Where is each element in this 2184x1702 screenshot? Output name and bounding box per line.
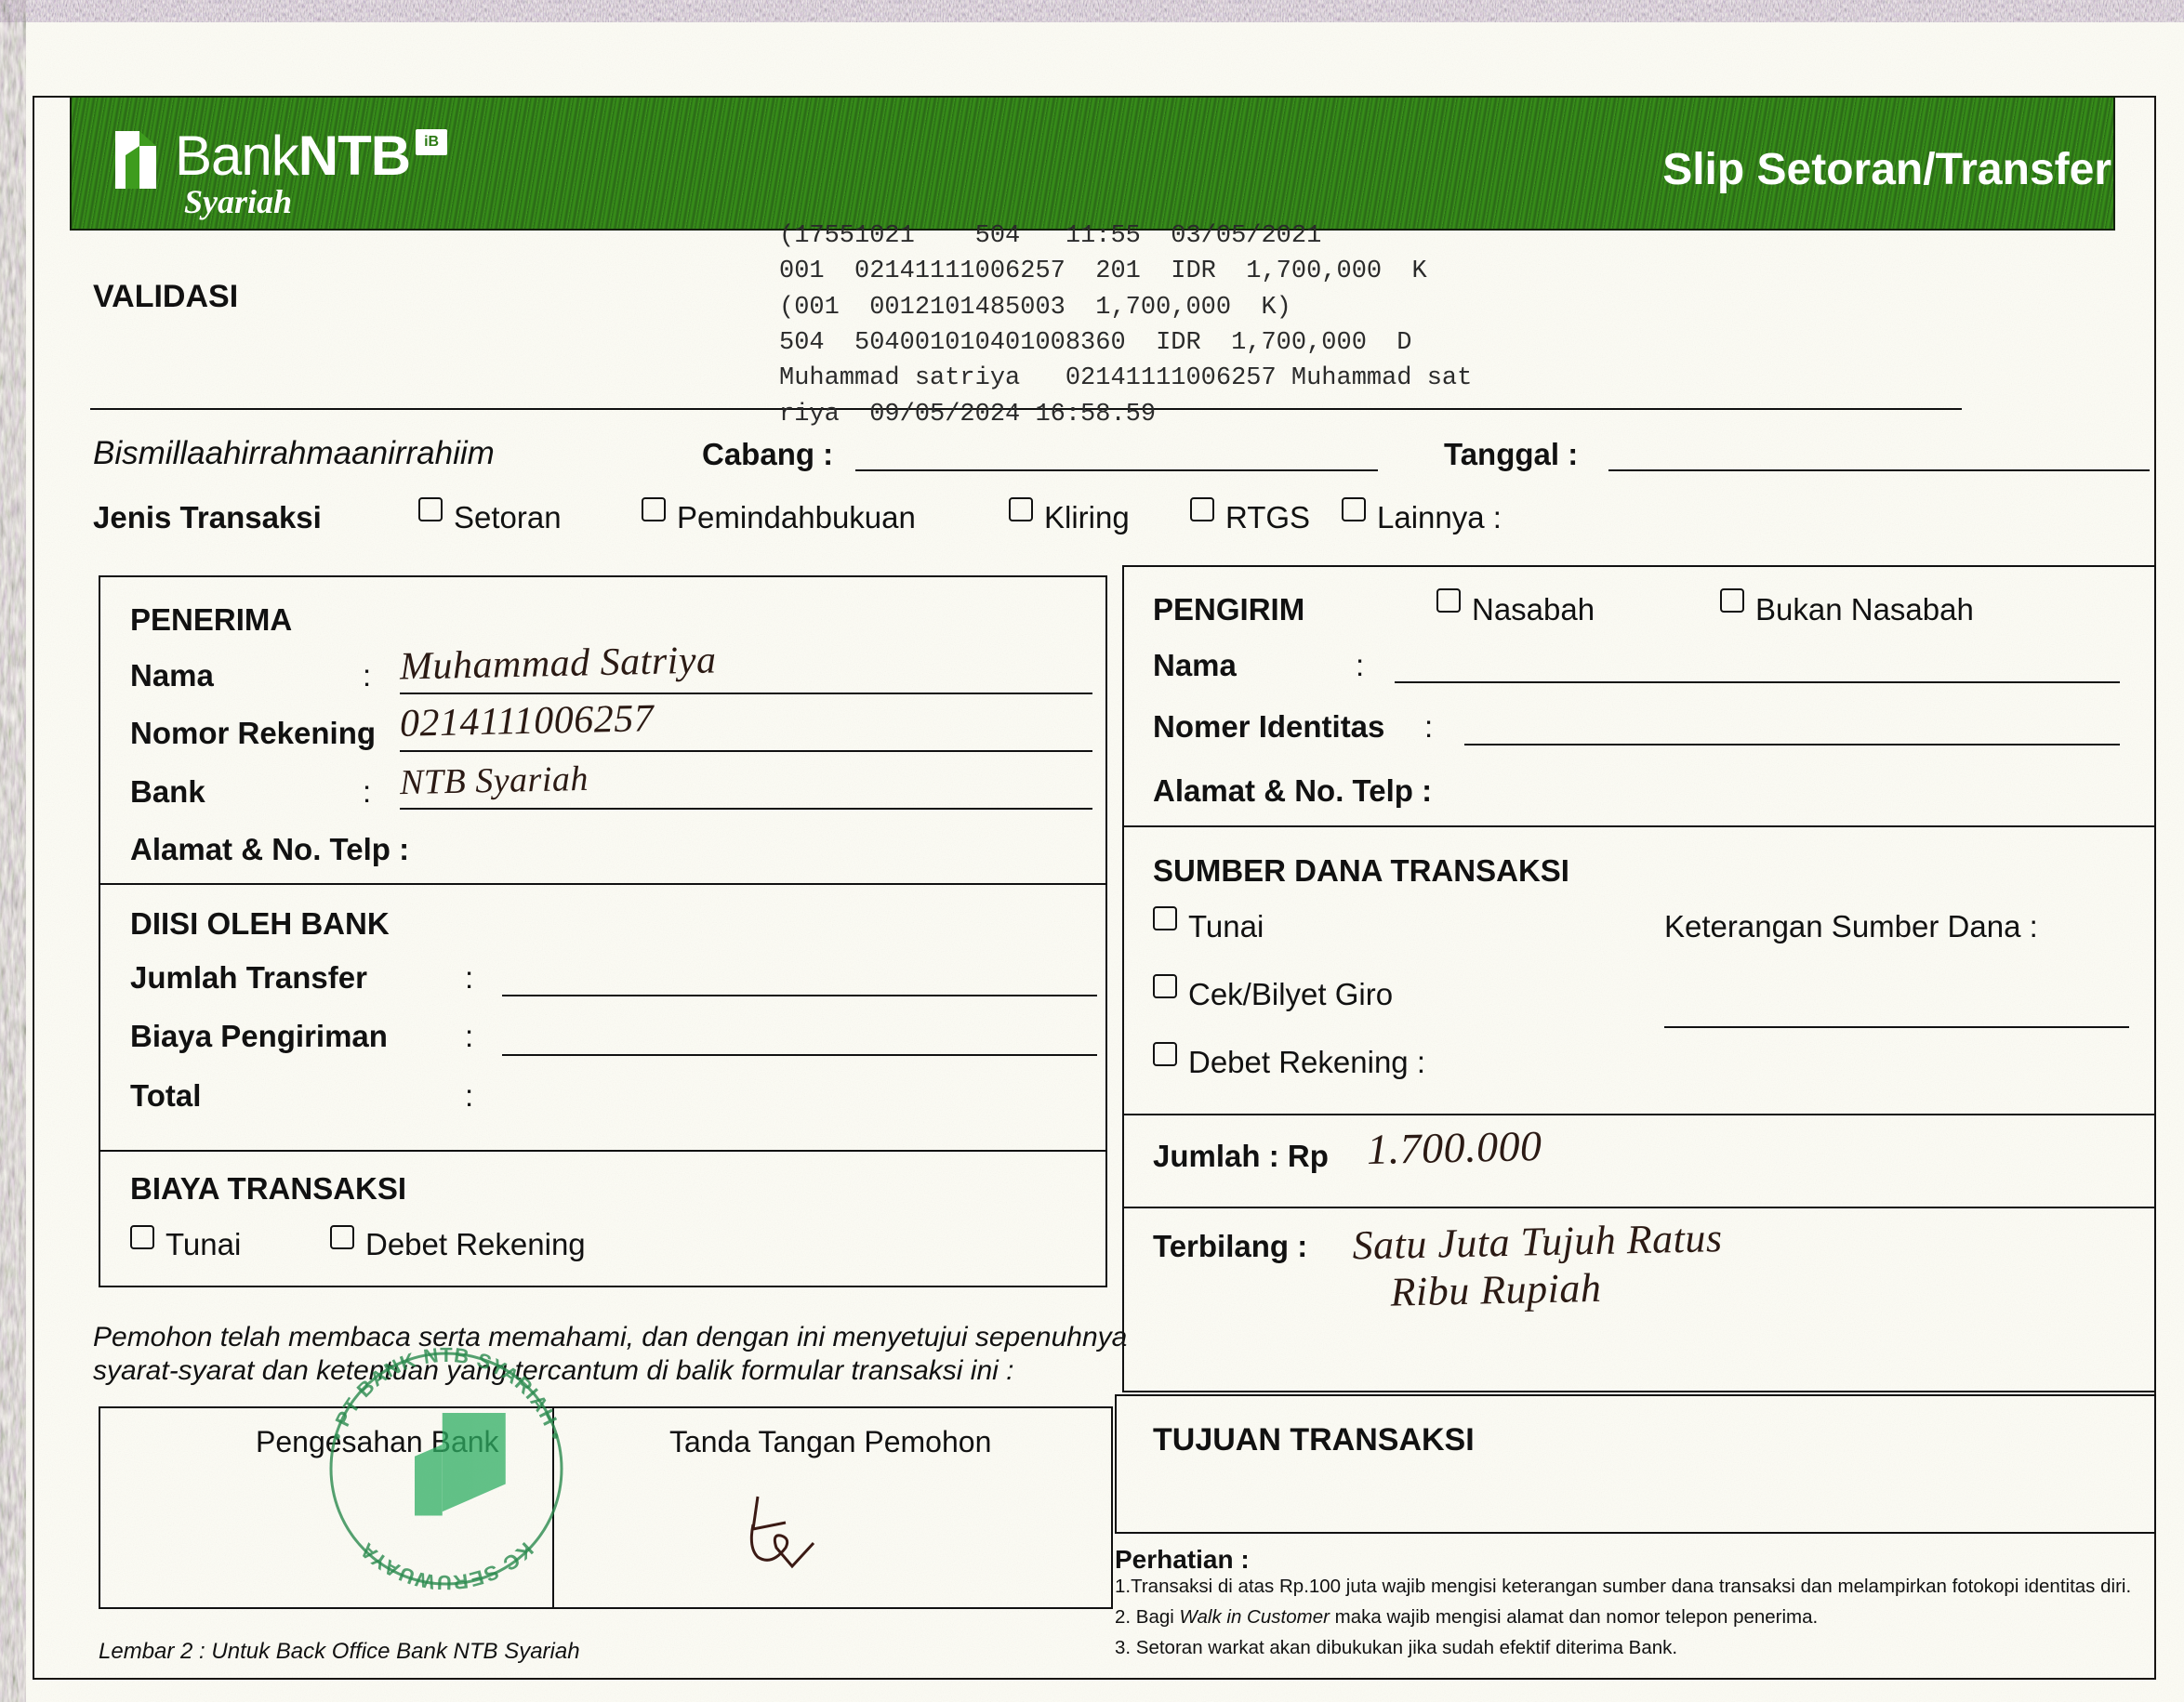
svg-text:KC SERUWUAYA: KC SERUWUAYA <box>354 1537 537 1594</box>
